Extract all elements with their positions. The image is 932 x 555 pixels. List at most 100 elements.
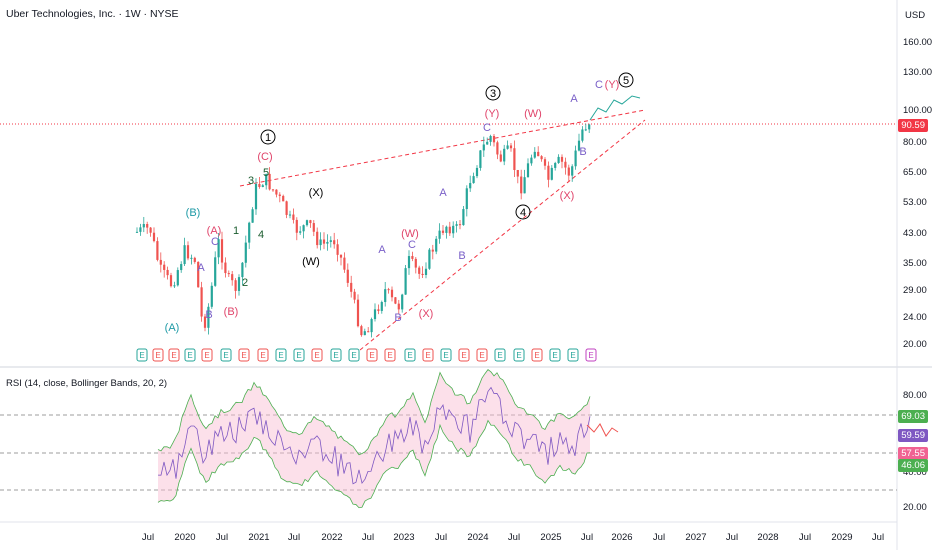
symbol-title[interactable]: Uber Technologies, Inc. · 1W · NYSE <box>6 8 179 20</box>
time-tick-label: 2029 <box>831 532 853 543</box>
candle-body <box>180 264 183 271</box>
rsi-title[interactable]: RSI (14, close, Bollinger Bands, 20, 2) <box>6 378 168 389</box>
candle-body <box>421 273 424 275</box>
earnings-marker-label: E <box>369 351 374 360</box>
earnings-marker-label: E <box>479 351 484 360</box>
candle-body <box>295 219 298 233</box>
earnings-marker[interactable] <box>152 348 164 362</box>
earnings-marker[interactable] <box>136 348 148 362</box>
time-tick-label: 2021 <box>248 532 270 543</box>
earnings-marker[interactable] <box>330 348 342 362</box>
time-tick-label: 2028 <box>757 532 779 543</box>
candle-body <box>560 156 564 162</box>
earnings-marker[interactable] <box>168 348 180 362</box>
candle-body <box>333 240 336 245</box>
candle-body <box>506 145 509 149</box>
candle-body <box>458 224 462 226</box>
time-tick-label: 2025 <box>540 532 562 543</box>
earnings-marker[interactable] <box>513 348 525 362</box>
candle-body <box>254 183 258 210</box>
candle-body <box>227 273 230 275</box>
candle-body <box>469 183 472 189</box>
earnings-marker[interactable] <box>220 348 232 362</box>
candle-body <box>278 194 281 196</box>
candle-body <box>543 159 547 166</box>
candle-body <box>275 189 278 195</box>
earnings-marker[interactable] <box>494 348 506 362</box>
candle-body <box>224 262 227 274</box>
projection-path <box>589 95 641 121</box>
candle-body <box>207 306 210 328</box>
time-tick-label: Jul <box>652 532 666 543</box>
earnings-marker[interactable] <box>531 348 543 362</box>
earnings-marker[interactable] <box>585 348 597 362</box>
earnings-marker[interactable] <box>384 348 396 362</box>
candle-body <box>452 225 455 234</box>
candle-body <box>384 289 387 303</box>
candle-body <box>377 309 380 311</box>
candle-body <box>336 244 339 255</box>
candle-body <box>305 220 309 226</box>
candle-body <box>350 282 353 292</box>
earnings-marker-label: E <box>570 351 575 360</box>
candle-body <box>309 220 312 224</box>
candle-body <box>567 167 570 176</box>
earnings-marker[interactable] <box>422 348 434 362</box>
wave-label: (B) <box>186 207 201 219</box>
candle-body <box>584 129 587 131</box>
time-tick-label: Jul <box>361 532 375 543</box>
earnings-marker[interactable] <box>404 348 416 362</box>
candle-body <box>523 177 526 194</box>
candle-body <box>431 249 434 252</box>
earnings-marker[interactable] <box>458 348 470 362</box>
wave-labels-layer: (A)(B)(A)(B)(C)ABC123451(X)(W)ABC(W)(X)A… <box>165 72 634 334</box>
earnings-marker-label: E <box>351 351 356 360</box>
wave-label: 3 <box>248 175 254 187</box>
earnings-marker-label: E <box>497 351 502 360</box>
wave-label: (W) <box>524 108 542 120</box>
wave-label: 4 <box>520 207 526 219</box>
earnings-marker[interactable] <box>311 348 323 362</box>
price-tick-label: 24.00 <box>903 312 927 323</box>
candle-body <box>265 173 268 186</box>
candle-body <box>509 145 513 149</box>
earnings-marker-label: E <box>314 351 319 360</box>
candle-body <box>234 280 237 291</box>
earnings-marker[interactable] <box>293 348 305 362</box>
earnings-marker[interactable] <box>440 348 452 362</box>
earnings-marker[interactable] <box>366 348 378 362</box>
time-tick-label: 2023 <box>393 532 415 543</box>
candle-body <box>554 163 557 168</box>
earnings-marker[interactable] <box>184 348 196 362</box>
candle-body <box>319 239 322 246</box>
wave-circle <box>618 72 634 88</box>
time-tick-label: Jul <box>725 532 739 543</box>
candle-body <box>540 156 543 160</box>
earnings-marker-label: E <box>139 351 144 360</box>
candle-body <box>152 232 156 242</box>
earnings-marker-label: E <box>443 351 448 360</box>
earnings-marker[interactable] <box>348 348 360 362</box>
earnings-marker[interactable] <box>476 348 488 362</box>
earnings-marker[interactable] <box>238 348 250 362</box>
candle-body <box>373 309 377 320</box>
time-tick-label: Jul <box>507 532 521 543</box>
earnings-marker[interactable] <box>275 348 287 362</box>
candle-body <box>571 166 574 176</box>
wave-label: B <box>579 146 586 158</box>
earnings-marker[interactable] <box>201 348 213 362</box>
candle-body <box>482 144 485 151</box>
earnings-marker[interactable] <box>549 348 561 362</box>
time-tick-label: Jul <box>141 532 155 543</box>
wave-circle <box>485 85 501 101</box>
candle-body <box>356 299 360 327</box>
earnings-marker[interactable] <box>257 348 269 362</box>
candle-body <box>197 261 200 288</box>
candle-body <box>581 129 584 141</box>
earnings-marker[interactable] <box>567 348 579 362</box>
currency-label[interactable]: USD <box>905 10 926 21</box>
candles-layer <box>135 123 591 338</box>
